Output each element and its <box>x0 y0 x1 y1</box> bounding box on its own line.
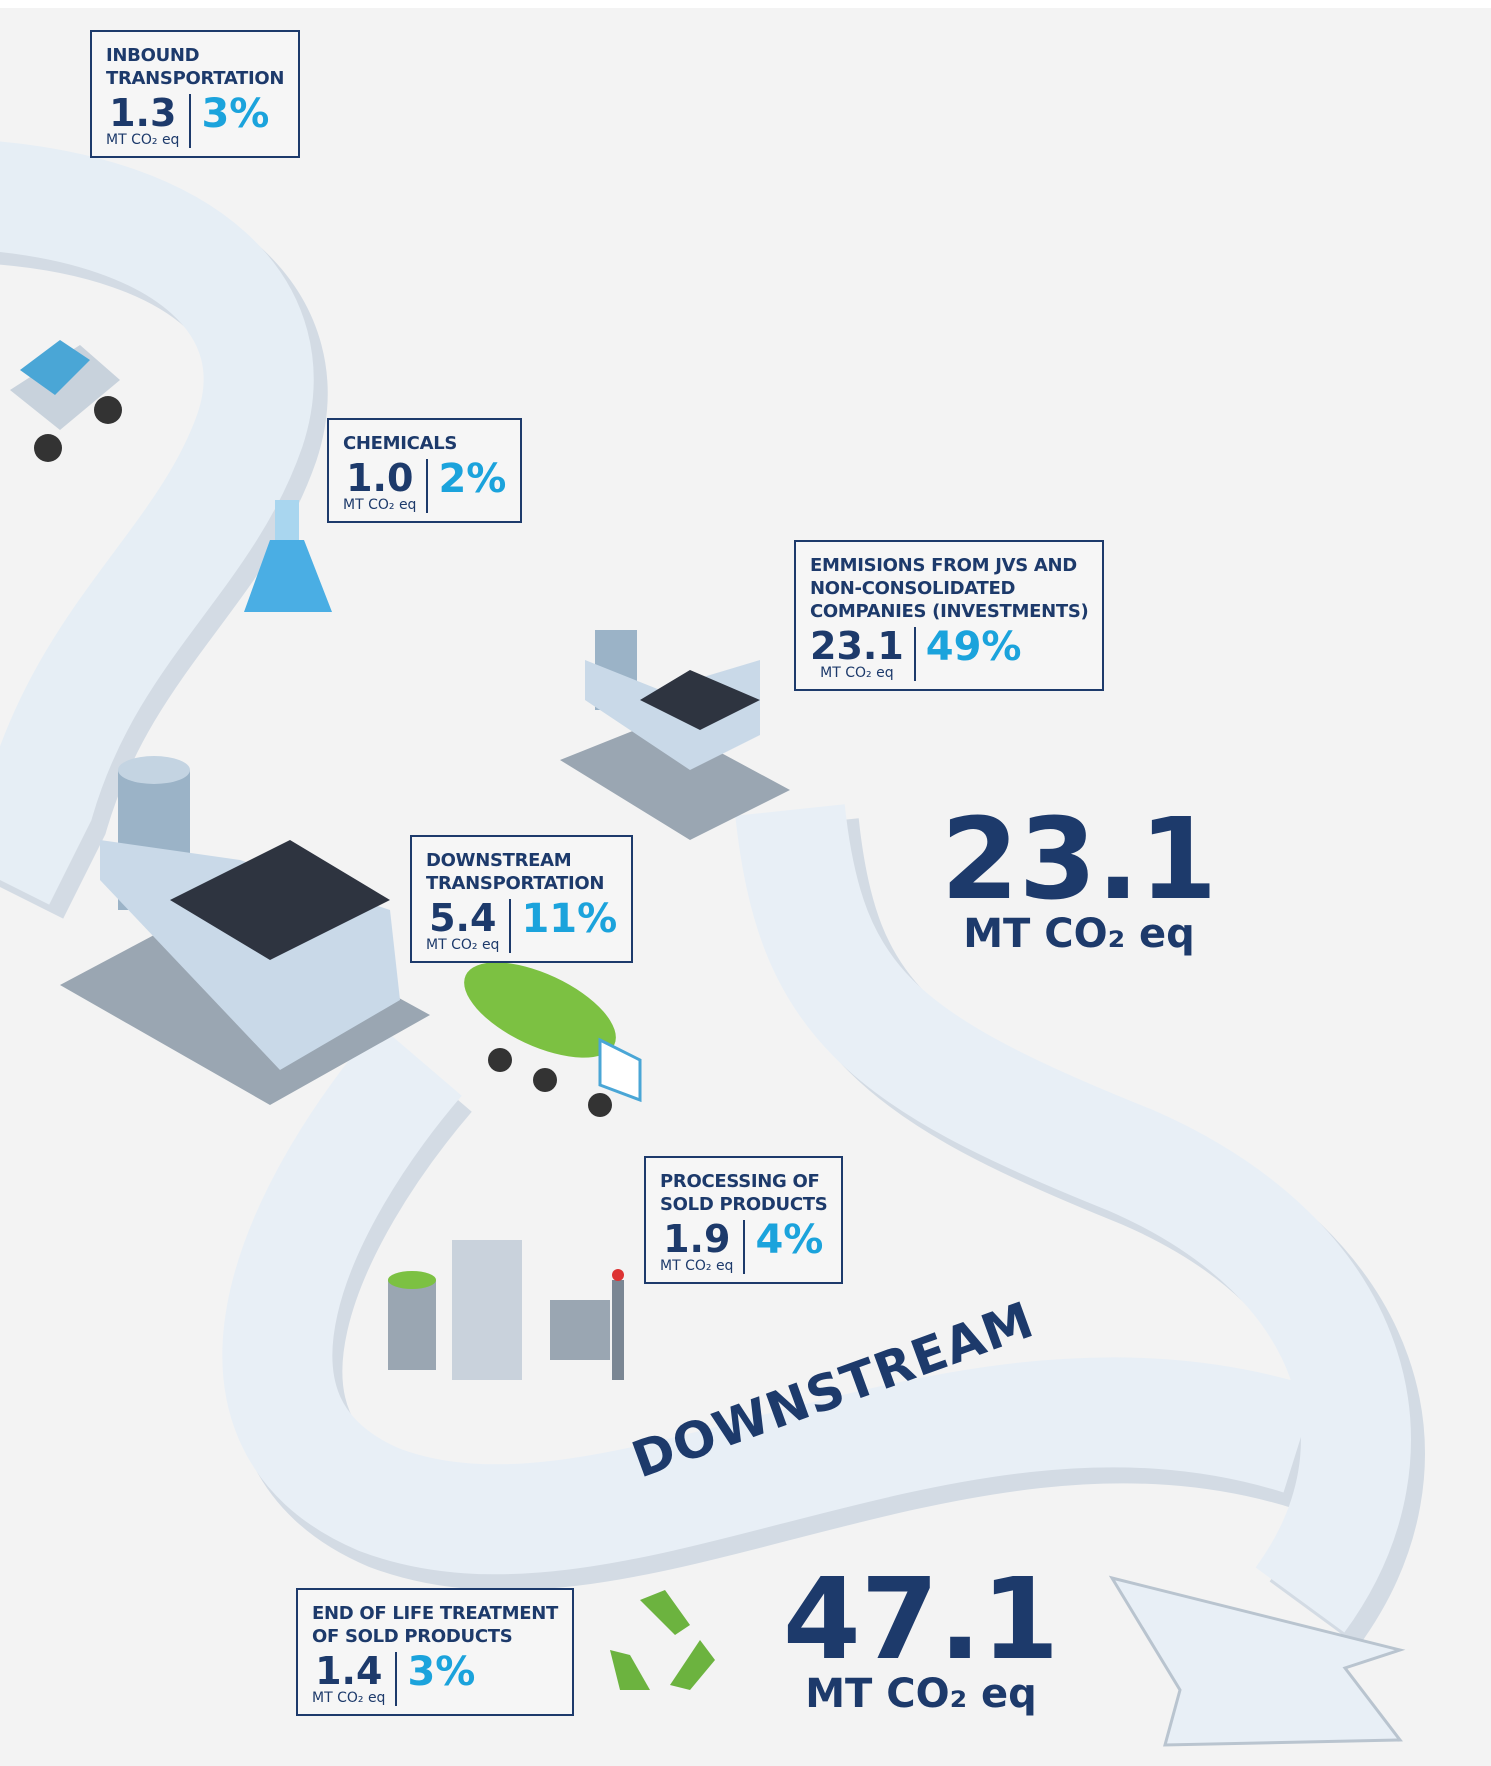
total: 47.1 MT CO₂ eq <box>783 1568 1059 1716</box>
box-unit: MT CO₂ eq <box>312 1690 385 1706</box>
truck-icon <box>10 340 122 462</box>
box-percent: 4% <box>745 1220 823 1260</box>
box-value: 1.0 <box>346 459 413 497</box>
top-edge <box>0 0 1491 8</box>
box-unit: MT CO₂ eq <box>106 132 179 148</box>
box-unit: MT CO₂ eq <box>820 665 893 681</box>
factory-icon <box>560 630 790 840</box>
box-percent: 3% <box>191 94 269 134</box>
box-value: 1.4 <box>315 1652 382 1690</box>
box-title: DOWNSTREAM <box>426 849 617 872</box>
recycle-icon <box>610 1590 715 1690</box>
box-value: 1.3 <box>109 94 176 132</box>
total-value: 23.1 <box>941 808 1217 912</box>
total-value: 47.1 <box>783 1568 1059 1672</box>
scene <box>0 0 1491 1766</box>
box-title: OF SOLD PRODUCTS <box>312 1625 558 1648</box>
total-unit: MT CO₂ eq <box>941 912 1217 956</box>
total: 23.1 MT CO₂ eq <box>941 808 1217 956</box>
infographic: INBOUNDTRANSPORTATION1.3MT CO₂ eq3% CHEM… <box>0 0 1491 1766</box>
box-percent: 3% <box>397 1652 475 1692</box>
box-title: END OF LIFE TREATMENT <box>312 1602 558 1625</box>
box-title: NON-CONSOLIDATED <box>810 577 1088 600</box>
box-value: 5.4 <box>429 899 496 937</box>
box-percent: 2% <box>428 459 506 499</box>
tanker-icon <box>450 943 640 1117</box>
total-unit: MT CO₂ eq <box>783 1672 1059 1716</box>
box-value: 1.9 <box>663 1220 730 1258</box>
box-value: 23.1 <box>810 627 904 665</box>
box-title: TRANSPORTATION <box>426 872 617 895</box>
box-title: PROCESSING OF <box>660 1170 827 1193</box>
box-title: EMMISIONS FROM JVS AND <box>810 554 1088 577</box>
box-title: INBOUND <box>106 44 284 67</box>
box-percent: 11% <box>511 899 617 939</box>
box-title: COMPANIES (INVESTMENTS) <box>810 600 1088 623</box>
box-unit: MT CO₂ eq <box>426 937 499 953</box>
plant-icon <box>388 1240 624 1380</box>
box-title: CHEMICALS <box>343 432 506 455</box>
box-unit: MT CO₂ eq <box>343 497 416 513</box>
box-unit: MT CO₂ eq <box>660 1258 733 1274</box>
box-percent: 49% <box>916 627 1022 667</box>
box-title: TRANSPORTATION <box>106 67 284 90</box>
box-title: SOLD PRODUCTS <box>660 1193 827 1216</box>
